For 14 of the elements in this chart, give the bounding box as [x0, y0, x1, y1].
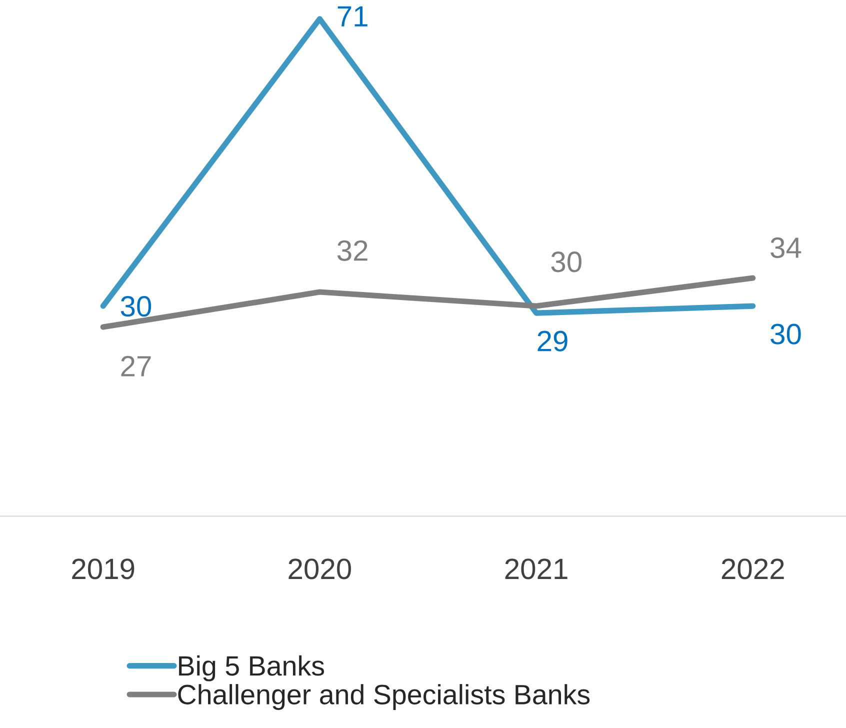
legend-label: Big 5 Banks [179, 655, 324, 682]
data-label: 32 [337, 240, 368, 261]
x-tick-label: 2019 [72, 558, 134, 580]
data-label: 27 [121, 356, 151, 376]
x-tick-label: 2022 [722, 558, 784, 580]
data-label: 30 [770, 324, 801, 344]
x-tick-label: 2021 [505, 558, 568, 580]
data-label: 30 [120, 296, 152, 317]
data-label: 71 [338, 6, 368, 26]
data-label: 30 [551, 252, 582, 272]
data-label: 34 [770, 237, 802, 258]
data-label: 29 [538, 330, 568, 352]
legend-label: Challenger and Specialists Banks [178, 684, 590, 710]
x-tick-label: 2020 [288, 558, 351, 580]
